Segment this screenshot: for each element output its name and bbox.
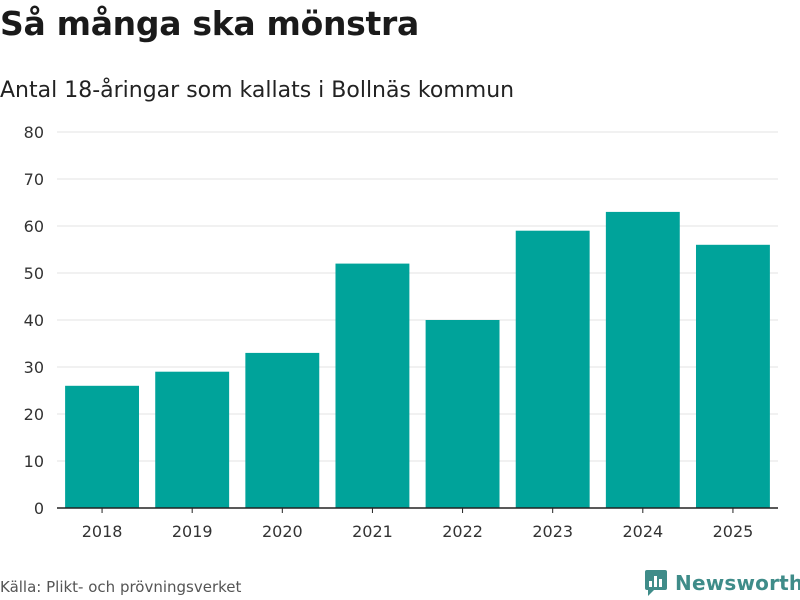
y-tick-label: 20 (24, 405, 44, 424)
bar-chart-icon (645, 570, 667, 596)
y-tick-label: 60 (24, 217, 44, 236)
x-tick-label: 2025 (713, 522, 754, 541)
bar-2019 (155, 371, 230, 508)
bar-2018 (65, 385, 140, 508)
bar-2023 (515, 230, 590, 508)
bar-2024 (605, 211, 680, 508)
y-tick-label: 0 (34, 499, 44, 518)
chart-title: Så många ska mönstra (0, 4, 419, 43)
chart-subtitle: Antal 18-åringar som kallats i Bollnäs k… (0, 78, 515, 103)
y-tick-label: 10 (24, 452, 44, 471)
x-tick-label: 2019 (172, 522, 213, 541)
y-tick-label: 70 (24, 170, 44, 189)
x-tick-label: 2020 (262, 522, 303, 541)
brand-name: Newsworthy (675, 571, 800, 595)
x-tick-label: 2021 (352, 522, 393, 541)
y-tick-label: 30 (24, 358, 44, 377)
x-tick-label: 2022 (442, 522, 483, 541)
x-tick-label: 2024 (622, 522, 663, 541)
brand-logo: Newsworthy (645, 570, 800, 596)
x-tick-label: 2023 (532, 522, 573, 541)
y-tick-label: 40 (24, 311, 44, 330)
bar-2020 (245, 352, 320, 508)
bar-2022 (425, 320, 500, 508)
y-tick-label: 80 (24, 123, 44, 142)
y-tick-label: 50 (24, 264, 44, 283)
source-note: Källa: Plikt- och prövningsverket (0, 578, 242, 596)
bar-2021 (335, 263, 410, 508)
bar-2025 (695, 244, 770, 509)
x-tick-label: 2018 (82, 522, 123, 541)
